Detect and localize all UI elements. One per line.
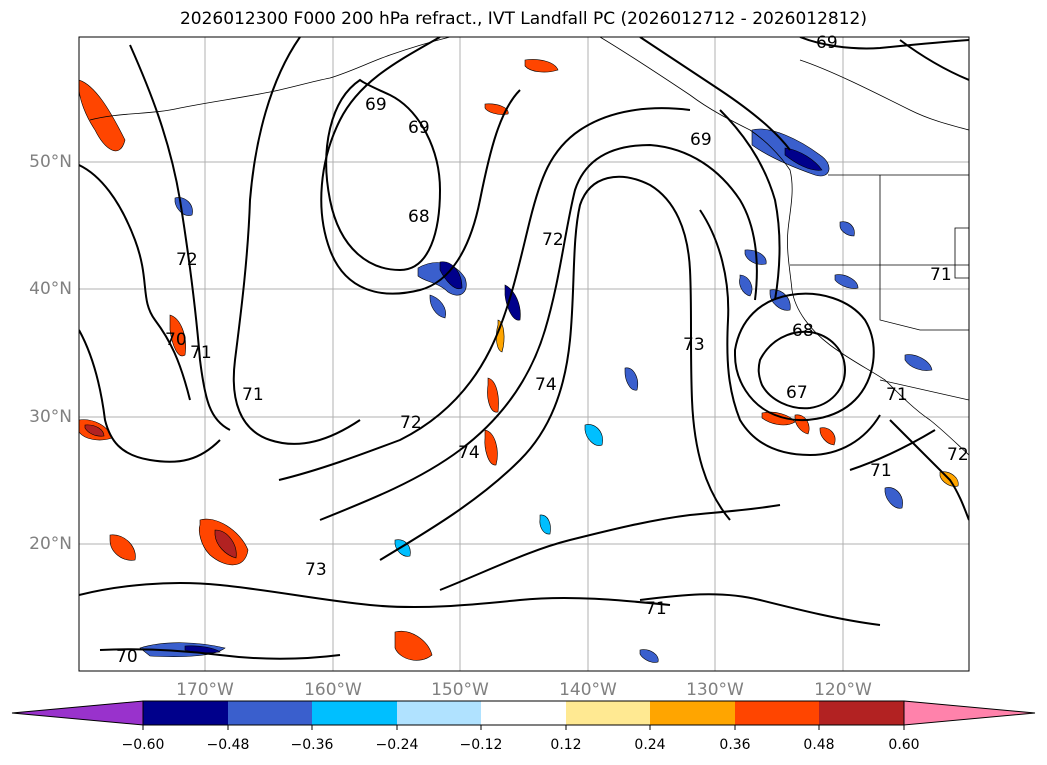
patch-c-blue-4 — [539, 514, 551, 535]
contour-label: 73 — [683, 335, 705, 355]
colorbar-segment — [566, 701, 650, 725]
colorbar-tick-label: −0.48 — [206, 737, 250, 753]
lat-label-20n: 20°N — [29, 534, 72, 554]
contour-label: 68 — [408, 207, 430, 227]
patch-sw-red-1c — [214, 529, 237, 559]
contour-label: 70 — [165, 330, 187, 350]
map-frame — [78, 36, 970, 672]
contour-label: 73 — [305, 560, 327, 580]
lat-label-30n: 30°N — [29, 407, 72, 427]
colorbar-segment — [735, 701, 819, 725]
shading-patches — [79, 59, 959, 663]
colorbar-segment — [312, 701, 397, 725]
patch-ca-red-3 — [819, 427, 836, 446]
patch-c-blue-2 — [504, 284, 521, 321]
patch-ne-blue — [904, 354, 933, 371]
patch-bc-core — [784, 147, 823, 171]
contour-label: 71 — [886, 385, 908, 405]
colorbar-tick-label: 0.24 — [634, 737, 666, 753]
contour-label: 72 — [176, 250, 198, 270]
colorbar-extend-high — [903, 700, 1036, 726]
contour-label: 68 — [792, 321, 814, 341]
patch-c-orange-2 — [484, 429, 498, 466]
patch-sw-red-4 — [394, 630, 433, 661]
contour-label-group: 69 69 69 69 68 72 70 71 71 72 72 73 74 7… — [116, 33, 969, 667]
colorbar-tick-label: −0.12 — [459, 737, 503, 753]
colorbar-segment — [397, 701, 481, 725]
patch-se-blue-2 — [584, 424, 603, 446]
map-background — [79, 37, 969, 671]
colorbar-tick-label: −0.60 — [121, 737, 165, 753]
map-title: 2026012300 F000 200 hPa refract., IVT La… — [179, 9, 867, 29]
contour-label: 71 — [870, 461, 892, 481]
patch-ca-blue-3 — [744, 249, 767, 265]
patch-ca-red-1 — [761, 411, 796, 426]
patch-w-orange — [169, 314, 186, 357]
contour-label: 69 — [816, 33, 838, 53]
colorbar-tick-label: 0.36 — [719, 737, 751, 753]
colorbar-tick-label: −0.36 — [290, 737, 334, 753]
colorbar — [11, 700, 1036, 730]
contour-label: 70 — [116, 647, 138, 667]
contour-label: 71 — [242, 385, 264, 405]
patch-c-orange-3 — [496, 319, 505, 353]
lon-label-150w: 150°W — [431, 680, 489, 700]
lat-label-40n: 40°N — [29, 279, 72, 299]
patch-w-red-3c — [84, 424, 105, 437]
colorbar-extend-low — [11, 700, 144, 726]
patch-ne-blue-2 — [834, 274, 859, 289]
patch-c-orange-1 — [487, 377, 499, 413]
contour-label: 69 — [365, 95, 387, 115]
patch-c-blue-3 — [429, 294, 446, 319]
lat-label-50n: 50°N — [29, 152, 72, 172]
patch-w-blue-1c — [439, 261, 463, 290]
patch-se-blue-3 — [624, 367, 638, 391]
colorbar-segment — [650, 701, 735, 725]
contour-label: 72 — [542, 230, 564, 250]
contour-label: 71 — [190, 343, 212, 363]
patch-ne-blue-3 — [839, 221, 855, 237]
contour-label: 72 — [947, 445, 969, 465]
lon-label-170w: 170°W — [176, 680, 234, 700]
contour-label: 71 — [645, 599, 667, 619]
contour-lines — [79, 37, 969, 660]
patch-n-orange-2 — [484, 103, 509, 115]
lon-label-120w: 120°W — [814, 680, 872, 700]
lon-label-130w: 130°W — [686, 680, 744, 700]
contour-label: 74 — [535, 375, 557, 395]
colorbar-frame — [142, 700, 905, 726]
patch-sw-red-2 — [109, 534, 136, 561]
colorbar-tick-label: 0.48 — [803, 737, 835, 753]
contour-label: 74 — [458, 443, 480, 463]
contour-label: 71 — [930, 265, 952, 285]
lon-label-140w: 140°W — [559, 680, 617, 700]
lon-label-160w: 160°W — [304, 680, 362, 700]
contour-label: 69 — [690, 130, 712, 150]
colorbar-tick-label: −0.24 — [375, 737, 419, 753]
contour-label: 67 — [786, 383, 808, 403]
patch-se-blue-1 — [884, 487, 903, 509]
colorbar-segment — [819, 701, 904, 725]
colorbar-tick-label: 0.12 — [550, 737, 582, 753]
colorbar-segment — [481, 701, 566, 725]
contour-label: 72 — [400, 413, 422, 433]
colorbar-segment — [228, 701, 312, 725]
patch-ca-blue-2 — [739, 274, 753, 297]
coastlines — [89, 37, 969, 456]
patch-n-orange — [524, 59, 559, 73]
patch-nw-red — [79, 79, 126, 152]
colorbar-segment — [143, 701, 228, 725]
patch-s-blue — [639, 649, 659, 663]
colorbar-tick-label: 0.60 — [888, 737, 920, 753]
contour-label: 69 — [408, 118, 430, 138]
